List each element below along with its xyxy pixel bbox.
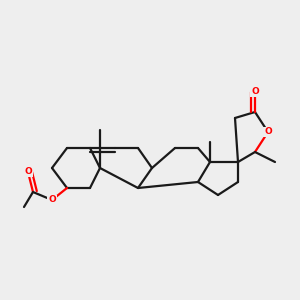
Text: O: O (264, 128, 272, 136)
Text: O: O (251, 88, 259, 97)
Text: O: O (24, 167, 32, 176)
Text: O: O (48, 196, 56, 205)
